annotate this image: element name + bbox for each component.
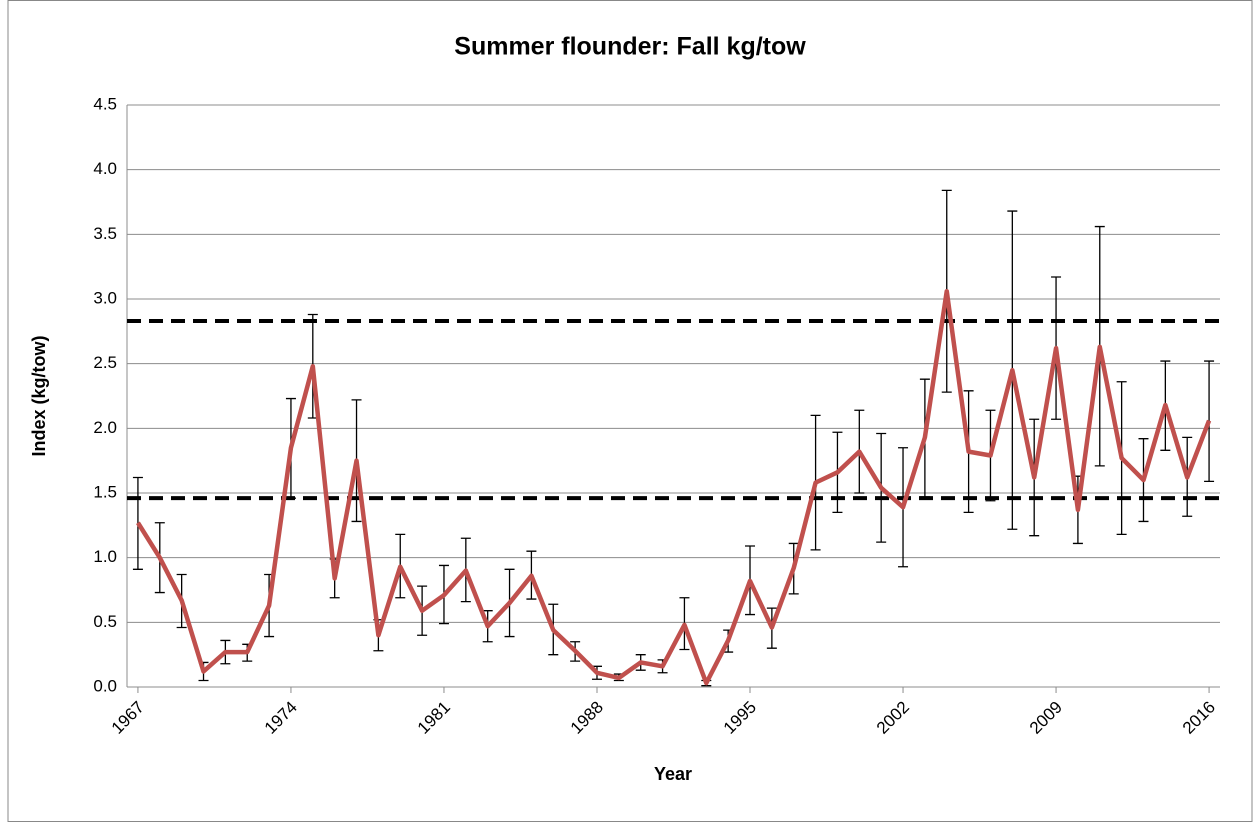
y-tick-label: 4.0 bbox=[93, 159, 117, 178]
y-tick-label: 0.5 bbox=[93, 612, 117, 631]
data-line bbox=[136, 288, 1212, 686]
chart-title: Summer flounder: Fall kg/tow bbox=[454, 33, 806, 61]
y-tick-label: 3.5 bbox=[93, 224, 117, 243]
y-tick-label: 3.0 bbox=[93, 288, 117, 307]
y-tick-label: 0.0 bbox=[93, 676, 117, 695]
y-tick-label: 2.0 bbox=[93, 418, 117, 437]
y-tick-label: 1.0 bbox=[93, 547, 117, 566]
y-axis-label: Index (kg/tow) bbox=[29, 335, 49, 456]
x-axis-label: Year bbox=[654, 764, 692, 784]
y-tick-label: 1.5 bbox=[93, 482, 117, 501]
y-tick-label: 2.5 bbox=[93, 353, 117, 372]
y-tick-label: 4.5 bbox=[93, 94, 117, 113]
